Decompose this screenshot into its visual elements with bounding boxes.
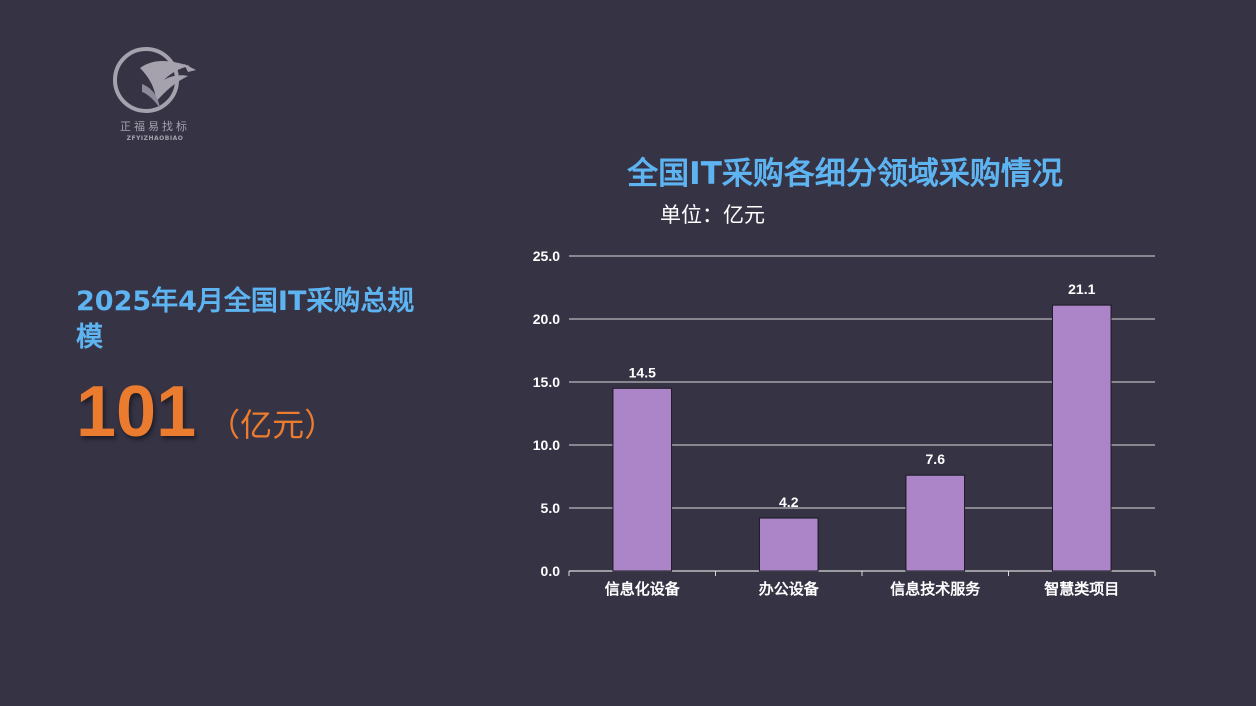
- summary-total-unit: （亿元）: [208, 406, 337, 444]
- bar: [612, 387, 673, 572]
- eagle-logo-icon: [113, 47, 196, 113]
- summary-total: 101 （亿元）: [76, 368, 336, 456]
- bar: [905, 474, 966, 572]
- bar: [1051, 304, 1112, 572]
- x-tick-label: 信息技术服务: [890, 580, 981, 598]
- data-label: 21.1: [1068, 281, 1095, 297]
- summary-total-value: 101: [76, 372, 197, 452]
- bar: [758, 517, 819, 572]
- y-tick-label: 10.0: [533, 437, 560, 453]
- summary-title: 2025年4月全国IT采购总规模: [76, 286, 415, 353]
- data-label: 14.5: [629, 364, 656, 380]
- x-tick-label: 办公设备: [759, 580, 820, 598]
- y-tick-label: 0.0: [541, 563, 561, 579]
- logo-name-cn: 正福易找标: [120, 120, 190, 133]
- x-tick-label: 智慧类项目: [1044, 580, 1119, 598]
- chart-unit-label: 单位：亿元: [660, 203, 765, 227]
- logo-name-en: ZFYIZHAOBIAO: [126, 135, 184, 142]
- data-label: 7.6: [926, 451, 946, 467]
- data-label: 4.2: [779, 494, 799, 510]
- chart-title: 全国IT采购各细分领域采购情况: [627, 156, 1063, 192]
- y-tick-label: 5.0: [541, 500, 561, 516]
- y-tick-label: 25.0: [533, 248, 560, 264]
- y-tick-label: 15.0: [533, 374, 560, 390]
- y-tick-label: 20.0: [533, 311, 560, 327]
- x-tick-label: 信息化设备: [605, 580, 681, 598]
